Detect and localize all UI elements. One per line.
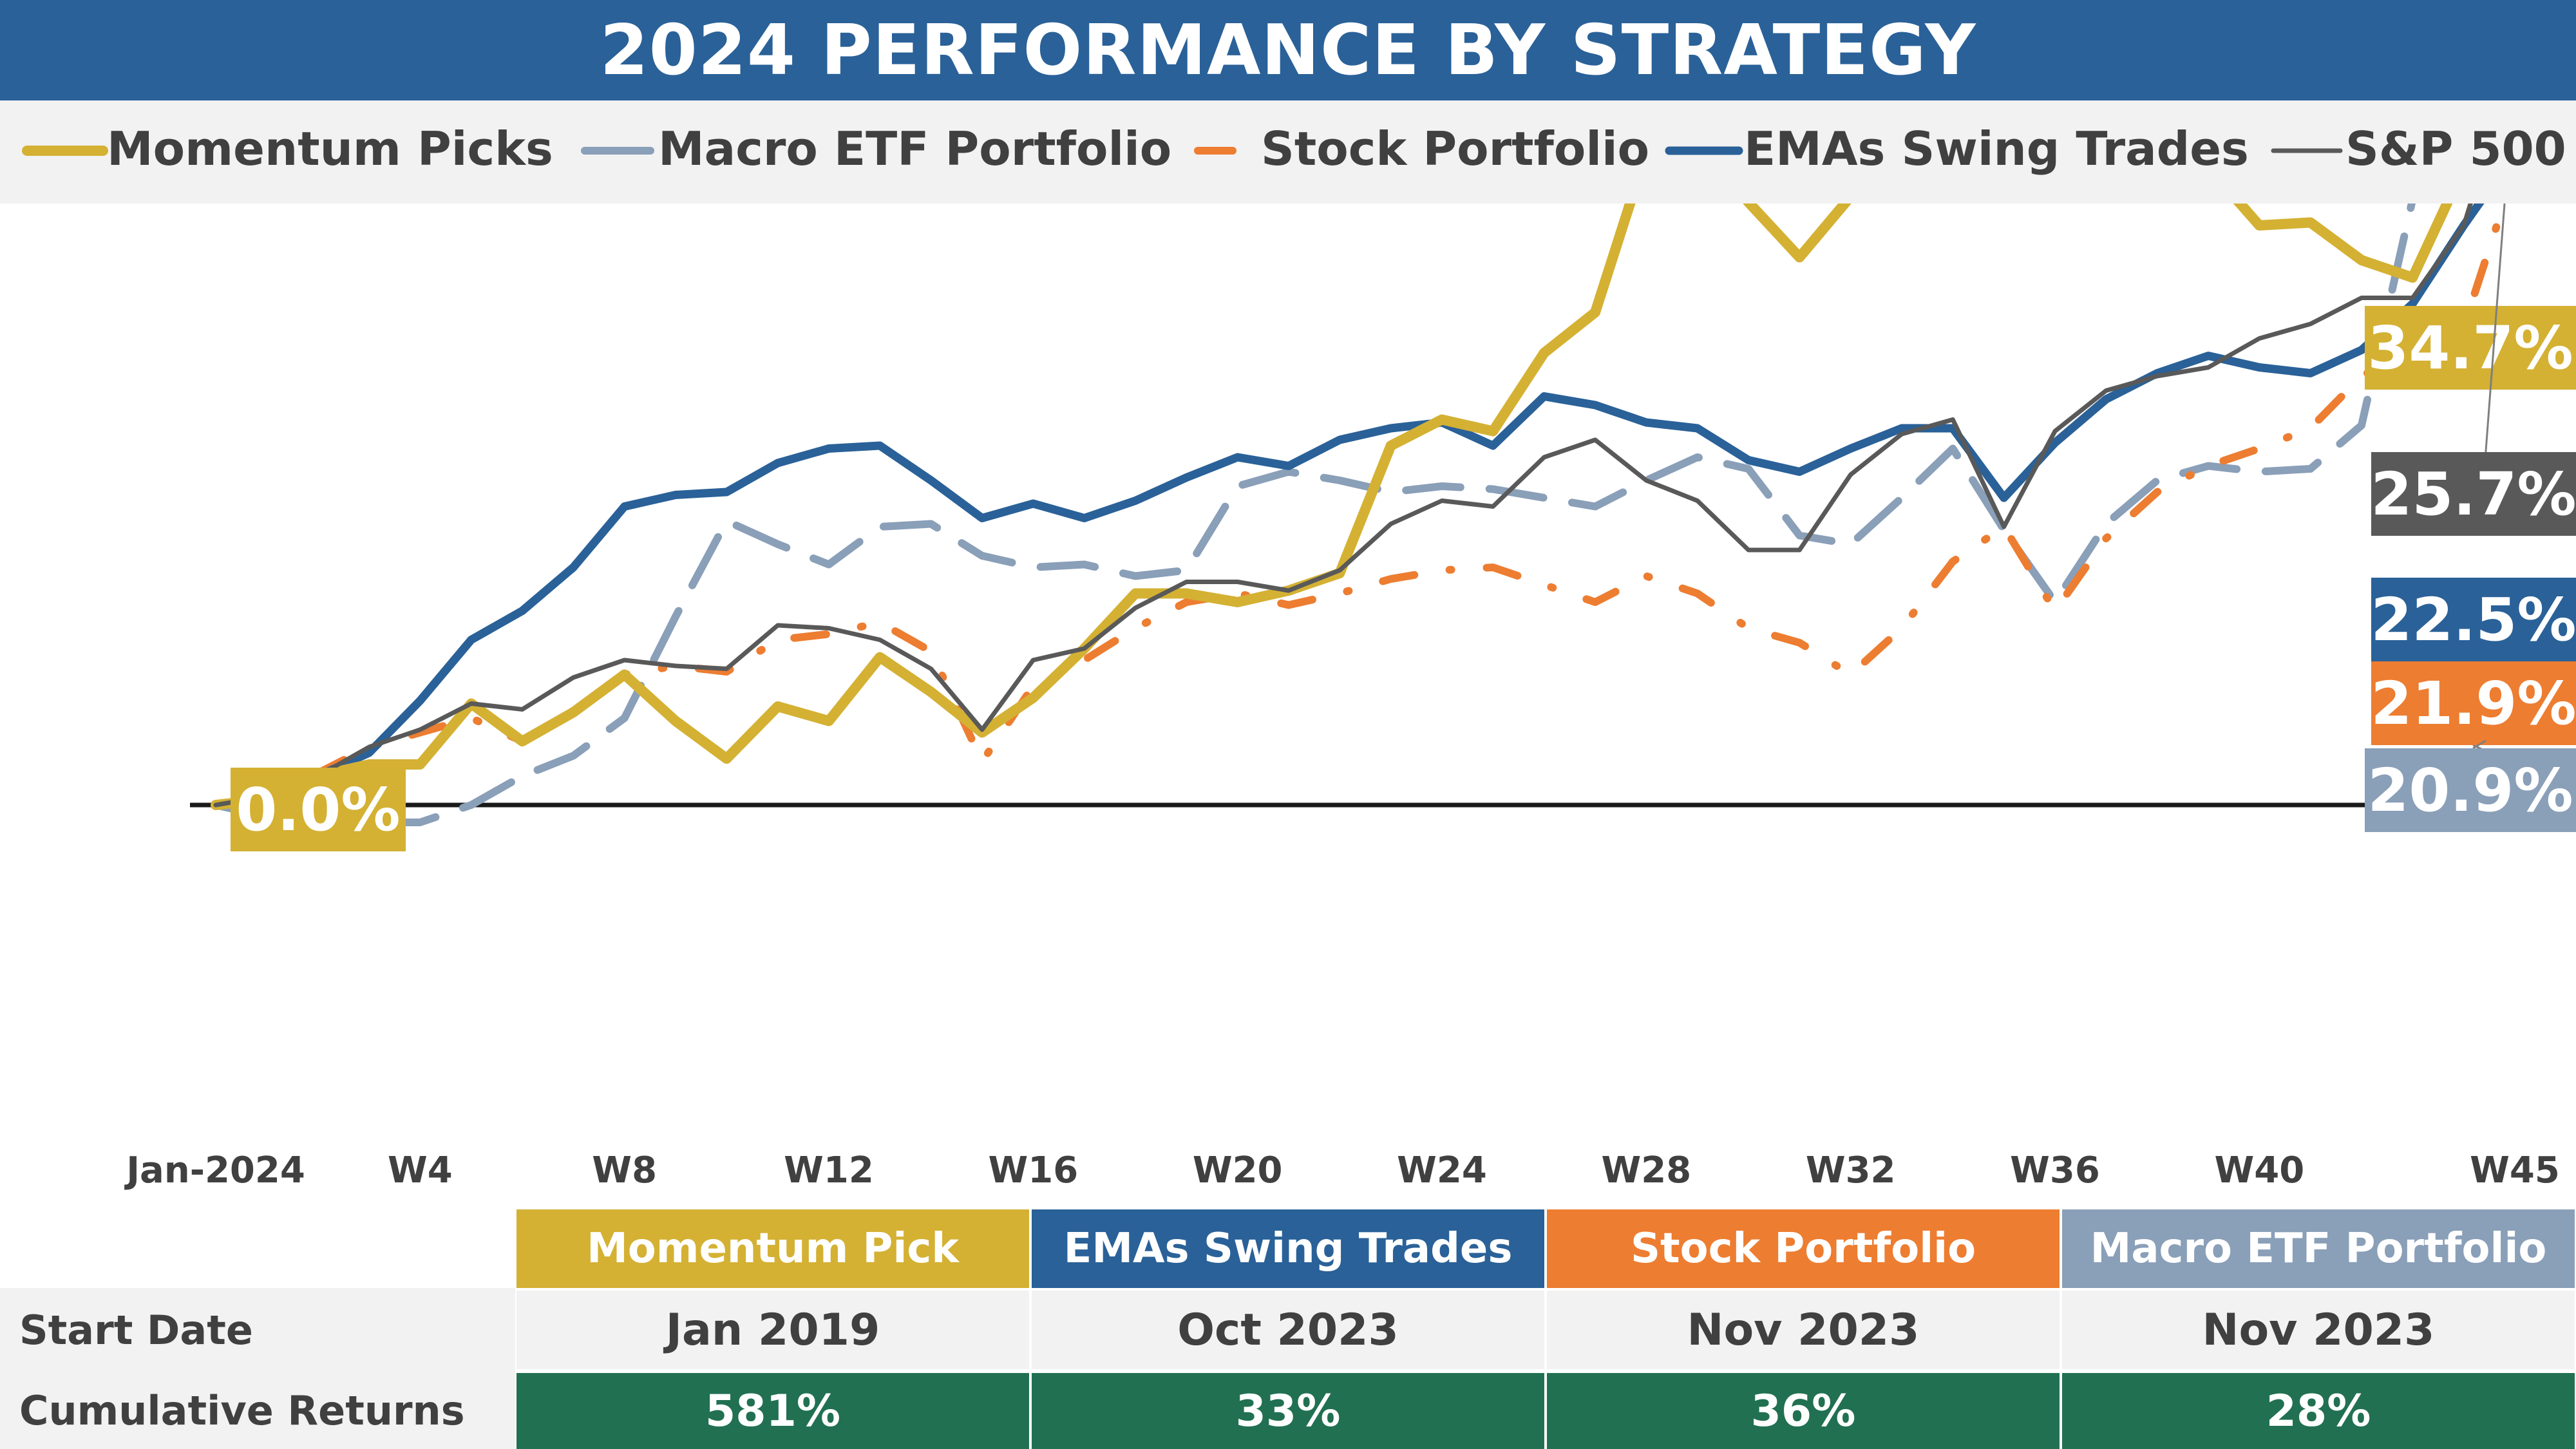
table-header-stock: Stock Portfolio: [1547, 1209, 2060, 1288]
data-label-leader: [2472, 739, 2486, 750]
start-date-emas: Oct 2023: [1032, 1291, 1544, 1369]
legend-label-emas-swing-trades: EMAs Swing Trades: [1744, 122, 2249, 176]
legend: Momentum Picks Macro ETF Portfolio Stock P…: [22, 122, 2566, 176]
data-label-box-macro-etf: [2365, 748, 2576, 832]
row-label-cumulative-returns: Cumulative Returns: [0, 1372, 515, 1449]
returns-emas: 33%: [1032, 1373, 1544, 1449]
legend-label-stock-portfolio: Stock Portfolio: [1261, 122, 1649, 176]
data-label-macro-etf: 20.9%: [2367, 756, 2573, 825]
x-tick-label: Jan-2024: [124, 1150, 305, 1191]
x-tick-label: W40: [2214, 1150, 2304, 1191]
table-header-macro-etf: Macro ETF Portfolio: [2062, 1209, 2575, 1288]
start-date-momentum: Jan 2019: [516, 1291, 1029, 1369]
data-label-box-sp500: [2371, 452, 2576, 536]
x-tick-label: W16: [988, 1150, 1078, 1191]
x-tick-label: W32: [1806, 1150, 1896, 1191]
data-label-box-stock: [2371, 661, 2576, 745]
chart-title: 2024 PERFORMANCE BY STRATEGY: [600, 10, 1976, 91]
data-label-box-emas: [2371, 578, 2576, 661]
x-tick-label: W8: [592, 1150, 657, 1191]
returns-macro-etf: 28%: [2062, 1373, 2575, 1449]
x-tick-label: W28: [1601, 1150, 1691, 1191]
data-label-stock: 21.9%: [2371, 669, 2576, 738]
data-label-momentum: 0.0%: [236, 775, 400, 844]
series-line-sandp-500: [213, 204, 2473, 808]
returns-momentum: 581%: [516, 1373, 1029, 1449]
chart-title-bar: 2024 PERFORMANCE BY STRATEGY: [0, 0, 2576, 100]
legend-label-macro-etf-portfolio: Macro ETF Portfolio: [658, 122, 1171, 176]
row-label-start-date: Start Date: [0, 1288, 515, 1372]
start-date-macro-etf: Nov 2023: [2062, 1291, 2575, 1369]
legend-label-momentum-picks: Momentum Picks: [107, 122, 553, 176]
x-tick-label: W45: [2470, 1150, 2560, 1191]
start-date-stock: Nov 2023: [1547, 1291, 2060, 1369]
legend-bar: Momentum Picks Macro ETF Portfolio Stock P…: [0, 100, 2576, 204]
series-line-momentum-picks: [211, 204, 2453, 810]
returns-stock: 36%: [1547, 1373, 2060, 1449]
x-tick-label: W20: [1193, 1150, 1283, 1191]
data-label-box-momentum: [231, 768, 406, 851]
table-header-emas: EMAs Swing Trades: [1032, 1209, 1544, 1288]
data-label-emas: 22.5%: [2371, 585, 2576, 654]
data-label-sp500: 25.7%: [2371, 460, 2576, 529]
summary-table: Momentum Pick EMAs Swing Trades Stock Po…: [0, 1209, 2576, 1449]
x-tick-label: W24: [1397, 1150, 1487, 1191]
series-line-macro-etf-portfolio: [212, 204, 2416, 826]
x-tick-label: W36: [2010, 1150, 2100, 1191]
series-line-emas-swing-trades: [211, 204, 2485, 810]
data-label-momentum: 34.7%: [2367, 314, 2573, 383]
data-label-box-momentum: [2365, 306, 2576, 390]
line-chart: Jan-2024 W4 W8 W12 W16 W20 W24 W28 W32 W36 W40 W45 0…: [124, 204, 2576, 1191]
x-tick-label: W12: [784, 1150, 874, 1191]
table-header-momentum: Momentum Pick: [516, 1209, 1029, 1288]
x-tick-label: W4: [388, 1150, 453, 1191]
legend-label-sandp-500: S&P 500: [2345, 122, 2566, 176]
